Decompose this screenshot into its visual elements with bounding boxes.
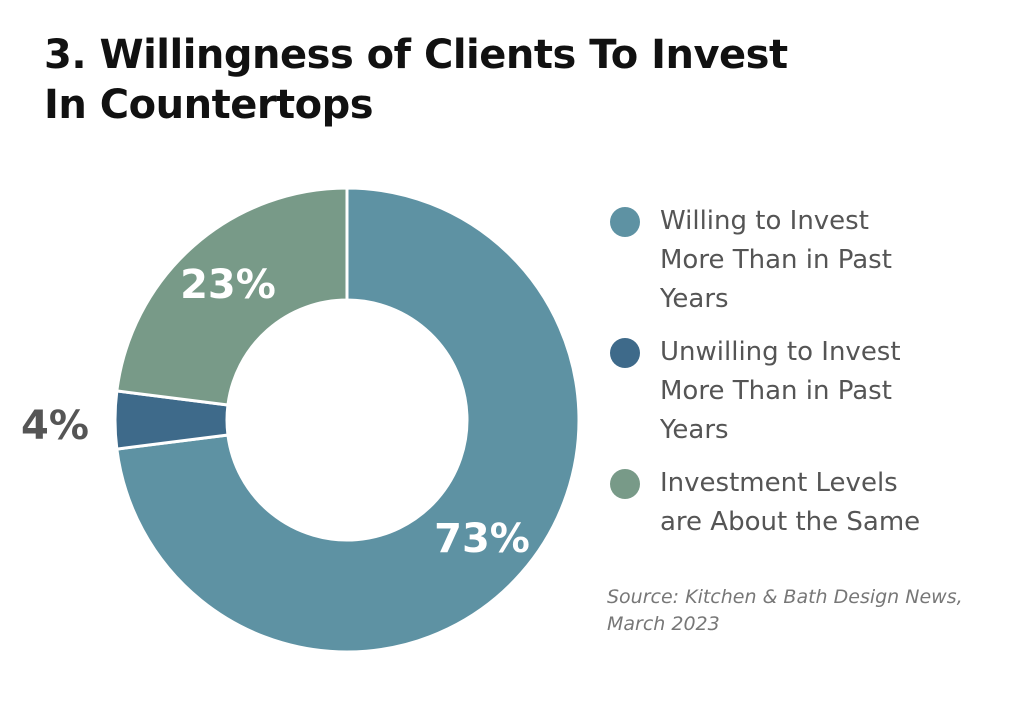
chart-title: 3. Willingness of Clients To Invest In C… bbox=[44, 30, 788, 130]
legend-label-line: Unwilling to Invest bbox=[660, 337, 901, 367]
slice-label: 4% bbox=[21, 403, 89, 449]
legend-item-unwilling: Unwilling to Invest More Than in Past Ye… bbox=[610, 333, 990, 450]
legend-label-line: More Than in Past bbox=[660, 376, 892, 406]
legend-swatch-unwilling bbox=[610, 338, 640, 368]
donut-slice bbox=[115, 186, 581, 654]
legend-label-line: Investment Levels bbox=[660, 468, 898, 498]
source-line: March 2023 bbox=[607, 613, 720, 635]
source-line: Source: Kitchen & Bath Design News, bbox=[607, 586, 963, 608]
legend-swatch-same bbox=[610, 469, 640, 499]
legend-item-same: Investment Levels are About the Same bbox=[610, 464, 990, 542]
legend-label-line: More Than in Past bbox=[660, 245, 892, 275]
legend-item-willing: Willing to Invest More Than in Past Year… bbox=[610, 202, 990, 319]
slice-label: 73% bbox=[434, 516, 530, 562]
chart-title-line: In Countertops bbox=[44, 82, 374, 128]
donut-chart: 73% 4% 23% bbox=[21, 186, 581, 654]
source-note: Source: Kitchen & Bath Design News, Marc… bbox=[607, 584, 987, 638]
legend-label-line: are About the Same bbox=[660, 507, 921, 537]
legend-label-line: Years bbox=[660, 415, 729, 445]
slice-label: 23% bbox=[180, 262, 276, 308]
legend-label-line: Years bbox=[660, 284, 729, 314]
legend-label-line: Willing to Invest bbox=[660, 206, 869, 236]
legend-swatch-willing bbox=[610, 207, 640, 237]
chart-title-line: 3. Willingness of Clients To Invest bbox=[44, 32, 788, 78]
donut-slice bbox=[115, 186, 349, 407]
chart-legend: Willing to Invest More Than in Past Year… bbox=[610, 202, 990, 556]
